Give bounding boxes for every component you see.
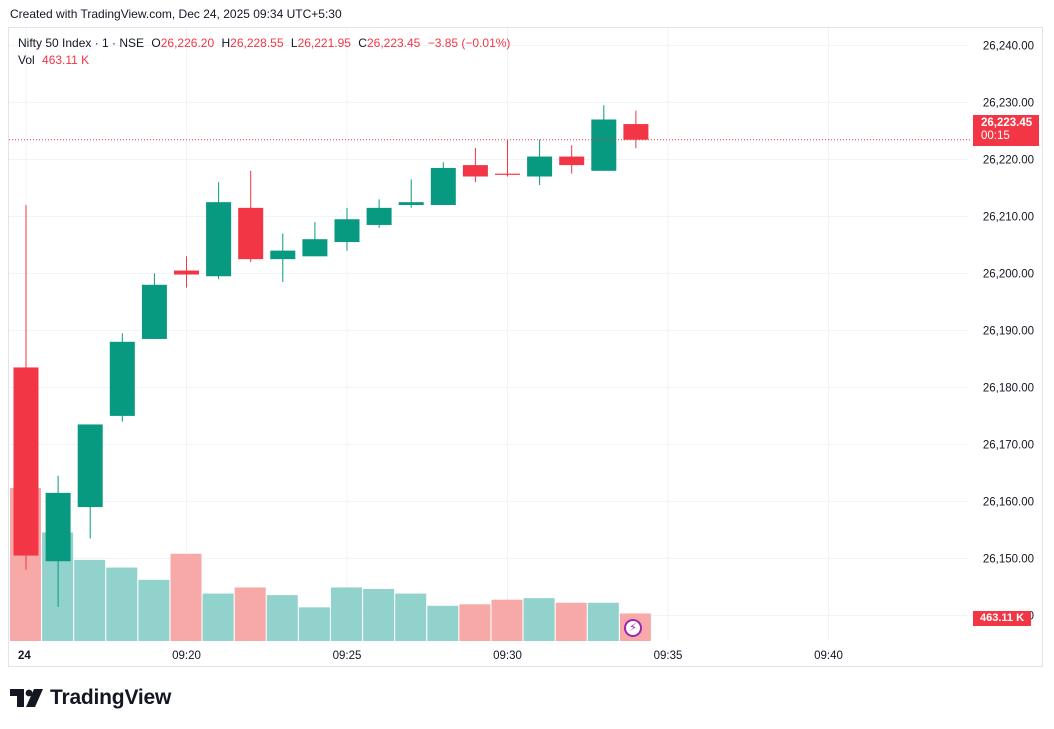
candle-body: [302, 239, 328, 257]
symbol-name[interactable]: Nifty 50 Index · 1 · NSE: [18, 36, 145, 50]
volume-bar: [202, 593, 234, 641]
volume-bar: [331, 587, 362, 641]
time-tick-label: 09:25: [333, 650, 362, 662]
lightning-icon[interactable]: ⚡: [624, 619, 642, 637]
candle-body: [559, 156, 585, 166]
price-tick-label: 26,210.00: [983, 211, 1034, 223]
price-tick-label: 26,160.00: [983, 496, 1034, 508]
volume-bar: [234, 587, 266, 641]
candle-body: [430, 167, 456, 205]
volume-bar: [555, 602, 587, 641]
volume-bar: [170, 553, 202, 641]
volume-bar: [298, 607, 330, 641]
legend: Nifty 50 Index · 1 · NSE O26,226.20 H26,…: [18, 35, 510, 68]
volume-bar: [106, 567, 138, 641]
open-value: 26,226.20: [160, 36, 215, 50]
volume-bars: [10, 488, 651, 641]
tradingview-mark-icon: [10, 689, 43, 707]
time-axis: 24 09:20 09:25 09:30 09:35 09:40: [18, 650, 843, 662]
candle-body: [206, 202, 232, 277]
bar-countdown: 00:15: [981, 130, 1010, 142]
volume-bar: [491, 599, 523, 641]
candle-body: [623, 124, 649, 140]
volume-value: 463.11 K: [42, 53, 90, 67]
price-tick-label: 26,180.00: [983, 382, 1034, 394]
candle-body: [495, 173, 520, 175]
candles: [13, 105, 649, 607]
low-label: L: [290, 36, 298, 50]
price-tick-label: 26,220.00: [983, 154, 1034, 166]
candle-body: [141, 284, 167, 339]
close-label: C: [358, 36, 367, 50]
time-tick-label: 24: [18, 650, 31, 662]
high-value: 26,228.55: [230, 36, 284, 50]
volume-bar: [459, 604, 491, 641]
candle-body: [398, 202, 424, 205]
grid-lines: [9, 28, 968, 641]
close-value: 26,223.45: [366, 36, 421, 50]
time-tick-label: 09:35: [654, 650, 683, 662]
price-tick-label: 26,240.00: [983, 40, 1034, 52]
tradingview-logo[interactable]: TradingView: [10, 686, 171, 710]
price-tick-label: 26,190.00: [983, 325, 1034, 337]
candle-body: [591, 119, 617, 171]
chart-frame[interactable]: [8, 27, 1043, 667]
candle-body: [77, 424, 103, 508]
time-tick-label: 09:20: [172, 650, 201, 662]
volume-label: Vol: [18, 53, 35, 67]
price-tick-label: 26,170.00: [983, 439, 1034, 451]
candle-body: [334, 219, 360, 243]
candle-body: [527, 156, 553, 177]
price-tick-label: 26,200.00: [983, 268, 1034, 280]
top-caption: Created with TradingView.com, Dec 24, 20…: [10, 7, 342, 21]
volume-bar: [395, 593, 427, 641]
volume-bar: [363, 588, 395, 641]
candle-body: [366, 207, 392, 225]
volume-bar: [74, 559, 106, 641]
volume-bar: [427, 605, 459, 641]
volume-bar: [266, 595, 298, 641]
candle-body: [45, 492, 71, 562]
price-tick-label: 26,230.00: [983, 97, 1034, 109]
open-label: O: [151, 36, 161, 50]
candle-body: [270, 250, 296, 260]
time-tick-label: 09:40: [814, 650, 843, 662]
volume-bar: [138, 579, 170, 641]
high-label: H: [221, 36, 231, 50]
volume-bar: [523, 598, 555, 641]
brand-name: TradingView: [50, 686, 172, 709]
last-price-badge: 26,223.45 00:15: [973, 115, 1039, 146]
candle-body: [462, 165, 488, 177]
time-tick-label: 09:30: [493, 650, 522, 662]
volume-bar: [587, 602, 619, 641]
price-tick-label: 26,150.00: [983, 553, 1034, 565]
candle-body: [238, 207, 264, 260]
candle-body: [174, 270, 199, 275]
volume-badge: 463.11 K: [973, 611, 1031, 626]
low-value: 26,221.95: [297, 36, 351, 50]
change-value: −3.85 (−0.01%): [427, 36, 511, 50]
candle-body: [13, 367, 39, 556]
candle-body: [109, 341, 135, 416]
last-price-value: 26,223.45: [981, 117, 1033, 129]
